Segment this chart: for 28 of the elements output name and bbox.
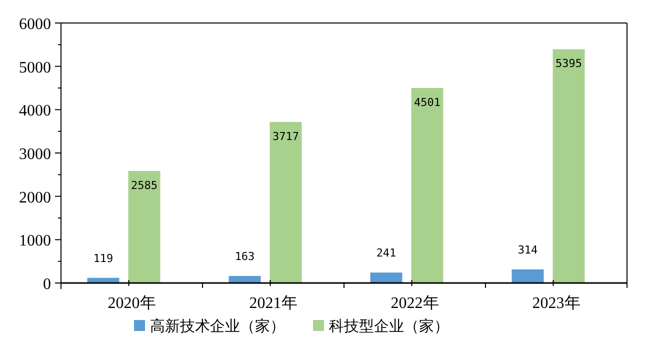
data-label: 241	[376, 246, 396, 260]
data-label: 2585	[131, 178, 158, 192]
bar	[370, 272, 402, 283]
y-tick-label: 0	[43, 276, 51, 293]
legend-label: 科技型企业（家）	[329, 317, 449, 335]
x-tick-label: 2020年	[108, 295, 156, 312]
x-tick-label: 2021年	[249, 295, 298, 312]
data-label: 4501	[414, 96, 440, 109]
x-tick-label: 2022年	[390, 295, 439, 312]
y-tick-label: 5000	[19, 59, 51, 76]
y-tick-label: 2000	[19, 189, 51, 206]
bar	[128, 170, 160, 283]
y-tick-label: 3000	[19, 146, 51, 163]
x-tick-label: 2023年	[532, 295, 580, 312]
legend-label: 高新技术企业（家）	[150, 317, 285, 335]
data-label: 5395	[556, 57, 582, 70]
bar	[512, 269, 544, 283]
bar	[411, 88, 444, 283]
bar	[552, 49, 585, 283]
data-label: 163	[234, 250, 255, 263]
data-label: 119	[93, 252, 114, 265]
y-tick-label: 4000	[19, 102, 51, 120]
data-label: 3717	[272, 130, 299, 143]
y-tick-label: 6000	[19, 16, 51, 33]
bar	[270, 122, 302, 283]
y-tick-label: 1000	[19, 232, 51, 250]
bar	[228, 276, 261, 283]
data-label: 314	[518, 243, 538, 256]
